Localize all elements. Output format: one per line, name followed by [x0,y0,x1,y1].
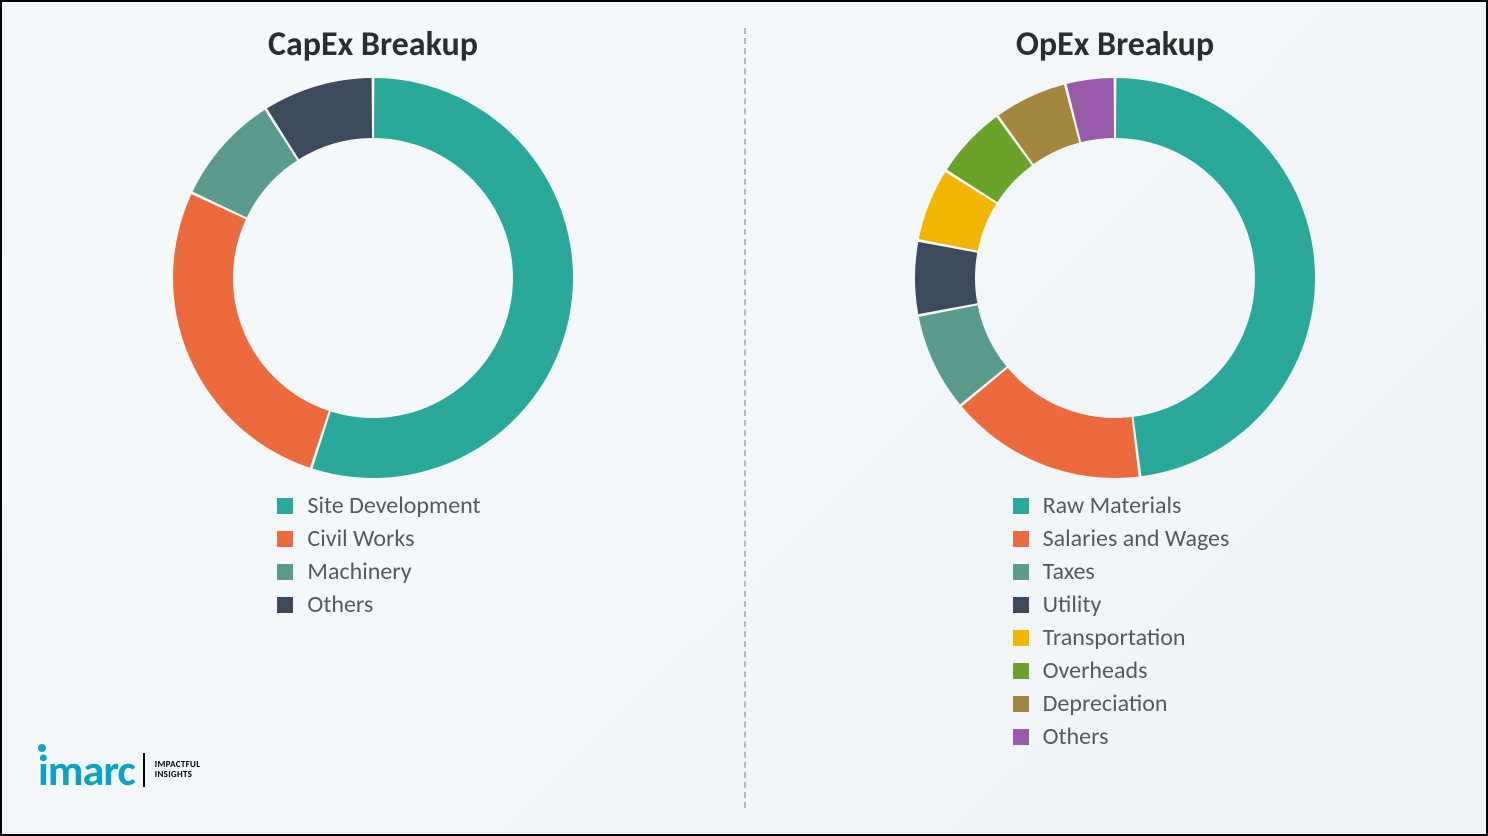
legend-label: Utility [1043,590,1102,619]
opex-donut-wrap [744,73,1486,483]
logo-tagline-line2: INSIGHTS [155,770,201,780]
legend-item: Overheads [1013,656,1230,685]
capex-legend: Site Development Civil Works Machinery Othe… [265,491,480,619]
donut-slice [962,368,1139,478]
legend-item: Site Development [277,491,480,520]
legend-item: Others [1013,722,1230,751]
legend-label: Site Development [307,491,480,520]
opex-legend: Raw Materials Salaries and Wages Taxes Util… [1001,491,1230,751]
legend-item: Others [277,590,480,619]
legend-swatch [1013,531,1029,547]
logo-divider [143,753,145,787]
legend-swatch [1013,564,1029,580]
legend-swatch [277,531,293,547]
legend-item: Depreciation [1013,689,1230,718]
legend-label: Transportation [1043,623,1186,652]
legend-swatch [1013,498,1029,514]
brand-logo: imarc IMPACTFUL INSIGHTS [38,748,200,792]
legend-item: Taxes [1013,557,1230,586]
legend-label: Machinery [307,557,411,586]
logo-wordmark: imarc [38,748,135,792]
donut-slice [1116,78,1315,476]
legend-label: Salaries and Wages [1043,524,1230,553]
legend-label: Depreciation [1043,689,1168,718]
logo-text: imarc [38,743,135,797]
capex-donut [168,73,578,483]
opex-panel: OpEx Breakup Raw Materials Salaries and W… [744,2,1486,834]
legend-label: Others [307,590,373,619]
capex-panel: CapEx Breakup Site Development Civil Work… [2,2,744,834]
legend-swatch [1013,663,1029,679]
chart-frame: CapEx Breakup Site Development Civil Work… [0,0,1488,836]
legend-label: Civil Works [307,524,414,553]
opex-donut [910,73,1320,483]
legend-swatch [1013,729,1029,745]
legend-label: Overheads [1043,656,1148,685]
capex-donut-wrap [2,73,744,483]
legend-item: Salaries and Wages [1013,524,1230,553]
legend-swatch [277,498,293,514]
legend-label: Taxes [1043,557,1095,586]
legend-swatch [1013,696,1029,712]
donut-slice [915,242,977,314]
legend-item: Utility [1013,590,1230,619]
logo-tagline: IMPACTFUL INSIGHTS [155,760,201,780]
logo-dot-icon [38,744,46,752]
legend-label: Others [1043,722,1109,751]
opex-title: OpEx Breakup [744,24,1486,65]
capex-title: CapEx Breakup [2,24,744,65]
legend-swatch [277,564,293,580]
legend-item: Transportation [1013,623,1230,652]
legend-swatch [1013,630,1029,646]
legend-item: Machinery [277,557,480,586]
legend-label: Raw Materials [1043,491,1182,520]
legend-item: Raw Materials [1013,491,1230,520]
legend-swatch [1013,597,1029,613]
legend-item: Civil Works [277,524,480,553]
legend-swatch [277,597,293,613]
panel-divider [744,28,746,808]
donut-slice [173,194,329,468]
